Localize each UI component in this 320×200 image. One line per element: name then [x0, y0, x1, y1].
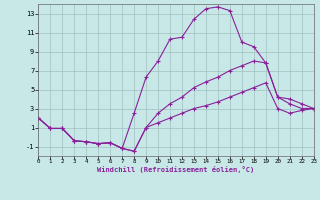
X-axis label: Windchill (Refroidissement éolien,°C): Windchill (Refroidissement éolien,°C): [97, 166, 255, 173]
